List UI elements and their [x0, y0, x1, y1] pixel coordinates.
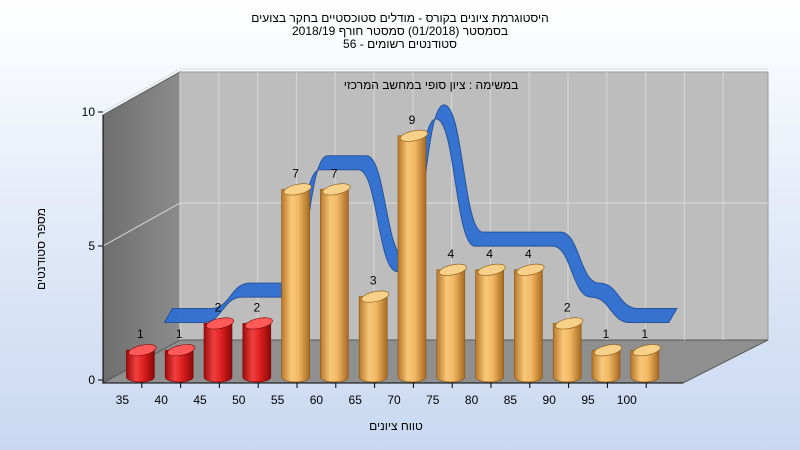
bar-80 [475, 263, 506, 383]
bar-body-35 [126, 349, 155, 383]
bar-cap-90 [555, 317, 584, 330]
chart-subtitle: במשימה : ציון סופי במחשב המרכזי [344, 78, 519, 92]
bar-40 [164, 344, 196, 383]
distribution-curve-ribbon [163, 104, 678, 324]
y-axis-title: מספר סטודנטים [34, 208, 48, 290]
bar-cap-55 [283, 183, 312, 196]
data-label-100: 1 [641, 327, 648, 341]
x-tick-label-80: 80 [465, 393, 479, 407]
x-tick-label-70: 70 [387, 393, 401, 407]
distribution-curve [163, 104, 678, 324]
bar-cap-95 [593, 344, 623, 357]
chart-title-line-3: סטודנטים רשומים - 56 [343, 37, 457, 51]
x-tick-label-95: 95 [581, 393, 595, 407]
data-label-75: 4 [447, 247, 454, 261]
bar-body-95 [591, 349, 621, 383]
bar-cap-80 [477, 263, 506, 276]
bar-body-45 [203, 323, 233, 383]
y-tick-label-2: 10 [82, 105, 96, 119]
data-label-60: 7 [331, 166, 338, 180]
bar-body-75 [436, 269, 466, 383]
bar-45 [203, 317, 235, 383]
data-label-90: 2 [564, 300, 571, 314]
bar-70 [397, 129, 429, 383]
x-tick-label-75: 75 [426, 393, 440, 407]
bar-cap-35 [128, 344, 157, 357]
bar-cap-70 [399, 129, 429, 142]
bar-body-65 [358, 296, 388, 383]
x-tick-label-35: 35 [116, 393, 130, 407]
data-label-35: 1 [137, 327, 144, 341]
bar-cap-85 [516, 263, 545, 276]
bar-body-90 [552, 323, 582, 383]
bar-body-80 [475, 269, 504, 383]
data-label-55: 7 [292, 166, 299, 180]
x-tick-label-60: 60 [310, 393, 324, 407]
grid-line-diag-2 [102, 68, 181, 113]
bar-55 [281, 183, 312, 383]
bar-90 [552, 317, 584, 383]
bar-cap-75 [438, 263, 467, 276]
x-axis-title: טווח ציונים [369, 419, 423, 433]
x-tick-label-65: 65 [349, 393, 363, 407]
bar-cap-65 [361, 290, 390, 303]
axes: 0 5 10 35 40 45 50 55 60 65 70 75 80 85 90 95 100 [82, 105, 683, 407]
data-label-80: 4 [486, 247, 493, 261]
x-tick-label-90: 90 [543, 393, 557, 407]
bar-cap-100 [632, 344, 661, 357]
bar-cap-60 [322, 183, 351, 196]
x-tick-label-50: 50 [232, 393, 246, 407]
bar-60 [320, 183, 351, 383]
chart-title-line-1: היסטוגרמת ציונים בקורס - מודלים סטוכסטיי… [251, 11, 549, 25]
x-tick-label-45: 45 [193, 393, 207, 407]
bar-body-85 [514, 269, 543, 383]
bar-95 [591, 344, 623, 383]
x-tick-label-100: 100 [617, 393, 637, 407]
bar-35 [126, 344, 157, 383]
bar-body-40 [164, 349, 194, 383]
chart-title-line-2: בסמסטר (01/2018) סמסטר חורף 2018/19 [291, 24, 509, 38]
bar-cap-50 [244, 317, 273, 330]
grid-line-diag-1 [102, 202, 181, 247]
bar-body-60 [320, 189, 349, 383]
bar-body-100 [630, 349, 660, 383]
x-tick-label-40: 40 [155, 393, 169, 407]
bar-50 [242, 317, 273, 383]
bar-cap-40 [167, 344, 196, 357]
data-label-65: 3 [370, 274, 377, 288]
data-label-70: 9 [409, 113, 416, 127]
bar-body-50 [242, 323, 272, 383]
bars: 1 1 2 2 7 7 3 9 4 4 4 2 1 1 [126, 113, 661, 383]
y-tick-label-1: 5 [88, 239, 95, 253]
x-tick-label-55: 55 [271, 393, 285, 407]
bar-85 [514, 263, 545, 383]
data-label-95: 1 [603, 327, 610, 341]
data-label-85: 4 [525, 247, 532, 261]
data-label-50: 2 [253, 300, 260, 314]
data-label-45: 2 [215, 300, 222, 314]
bar-100 [630, 344, 661, 383]
y-tick-label-0: 0 [88, 373, 95, 387]
chart-floor [101, 339, 769, 384]
chart-back-wall [179, 71, 769, 341]
bar-cap-45 [205, 317, 235, 330]
x-tick-label-85: 85 [504, 393, 518, 407]
data-label-40: 1 [176, 327, 183, 341]
bar-body-55 [281, 189, 310, 383]
chart-title: היסטוגרמת ציונים בקורס - מודלים סטוכסטיי… [0, 12, 800, 51]
bar-65 [358, 290, 390, 383]
bar-75 [436, 263, 467, 383]
bar-body-70 [397, 135, 427, 383]
